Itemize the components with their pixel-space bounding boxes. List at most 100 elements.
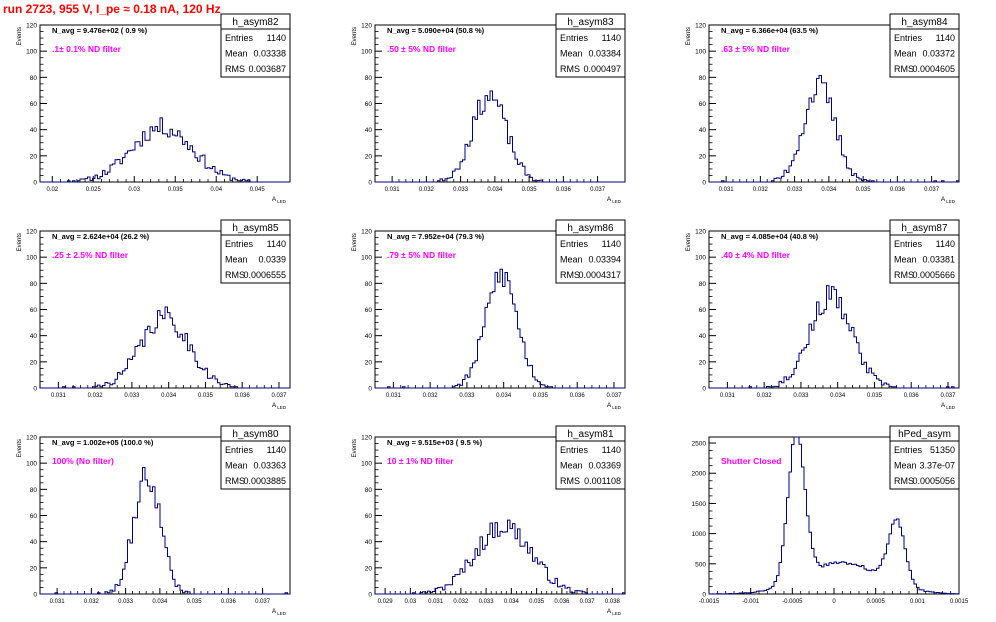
- y-tick-label: 120: [361, 23, 372, 30]
- x-tick-label: -0.0015: [699, 599, 720, 605]
- stats-box: [889, 13, 960, 78]
- stats-label: Entries: [560, 33, 589, 43]
- x-axis-title: ALED: [607, 196, 622, 204]
- x-tick-label: 0.001: [910, 599, 926, 605]
- x-tick-label: 0.036: [556, 187, 572, 193]
- x-tick-label: 0.03: [128, 187, 140, 193]
- y-tick-label: 80: [365, 487, 373, 494]
- stats-value: 0.0003885: [243, 476, 286, 486]
- stats-label: Mean: [894, 255, 917, 265]
- stats-label: Mean: [894, 49, 917, 59]
- navg-label: N_avg = 4.085e+04 (40.8 %): [721, 232, 819, 241]
- x-tick-label: 0.035: [529, 599, 545, 605]
- x-tick-label: 0.035: [187, 599, 203, 605]
- x-tick-label: 0.033: [124, 393, 140, 399]
- stats-value: 0.0339: [258, 255, 286, 265]
- stats-box: [220, 219, 291, 284]
- y-tick-label: 120: [26, 229, 37, 236]
- y-tick-label: 40: [699, 333, 707, 340]
- y-tick-label: 40: [30, 539, 38, 546]
- y-tick-label: 120: [26, 435, 37, 442]
- stats-label: RMS: [225, 64, 245, 74]
- x-axis-title: ALED: [941, 402, 956, 410]
- filter-label: .25 ± 2.5% ND filter: [52, 250, 129, 260]
- y-tick-label: 40: [365, 539, 373, 546]
- x-tick-label: 0.034: [504, 599, 520, 605]
- x-tick-label: 0.035: [522, 187, 538, 193]
- x-tick-label: 0.025: [86, 187, 102, 193]
- stats-value: 51350: [930, 445, 955, 455]
- stats-value: 0.03369: [588, 461, 621, 471]
- x-tick-label: 0.036: [235, 393, 251, 399]
- stats-value: 0.03381: [922, 255, 955, 265]
- x-tick-label: 0.032: [84, 599, 100, 605]
- stats-value: 0.03384: [588, 49, 621, 59]
- x-tick-label: 0.034: [487, 187, 503, 193]
- stats-box: [555, 425, 626, 490]
- x-tick-label: 0.037: [606, 393, 622, 399]
- x-tick-label: 0.034: [830, 393, 846, 399]
- x-tick-label: 0.035: [856, 187, 872, 193]
- filter-label: .63 ± 5% ND filter: [721, 44, 791, 54]
- y-tick-label: 60: [30, 513, 38, 520]
- stats-value: 3.37e-07: [919, 461, 955, 471]
- x-tick-label: 0.037: [255, 599, 271, 605]
- stats-label: RMS: [894, 476, 914, 486]
- x-tick-label: 0.037: [940, 393, 956, 399]
- y-tick-label: 80: [30, 75, 38, 82]
- x-tick-label: 0.033: [118, 599, 134, 605]
- y-tick-label: 0: [702, 592, 706, 599]
- x-axis-title: ALED: [272, 402, 287, 410]
- stats-value: 1140: [267, 33, 286, 43]
- y-tick-label: 20: [30, 153, 38, 160]
- x-tick-label: 0.032: [757, 393, 773, 399]
- stats-title: hPed_asym: [898, 429, 951, 440]
- histogram-line: [40, 467, 290, 595]
- x-tick-label: 0.031: [719, 187, 735, 193]
- x-tick-label: 0.031: [428, 599, 444, 605]
- stats-value: 1140: [936, 33, 955, 43]
- stats-label: Mean: [225, 255, 248, 265]
- y-tick-label: 100: [695, 49, 706, 56]
- stats-label: RMS: [225, 270, 245, 280]
- stats-title: h_asym87: [901, 223, 948, 234]
- y-tick-label: 0: [368, 386, 372, 393]
- x-axis-title: ALED: [272, 196, 287, 204]
- filter-label: .50 ± 5% ND filter: [387, 44, 457, 54]
- stats-label: RMS: [560, 270, 580, 280]
- y-tick-label: 2000: [692, 471, 707, 478]
- x-tick-label: 0.033: [793, 393, 809, 399]
- y-tick-label: 0: [33, 386, 37, 393]
- x-tick-label: 0.0015: [950, 599, 969, 605]
- navg-label: N_avg = 9.515e+03 ( 9.5 %): [387, 438, 483, 447]
- stats-title: h_asym85: [232, 223, 279, 234]
- stats-label: Mean: [894, 461, 917, 471]
- x-tick-label: 0.045: [250, 187, 266, 193]
- y-tick-label: 20: [30, 359, 38, 366]
- x-tick-label: 0.031: [51, 393, 67, 399]
- filter-label: .40 ± 4% ND filter: [721, 250, 791, 260]
- y-tick-label: 0: [368, 180, 372, 187]
- y-tick-label: 1000: [692, 531, 707, 538]
- stats-value: 1140: [267, 239, 286, 249]
- panel-h_asym84: 0 20 40 60 80 100 120 0.031 0.032 0.033 0.034 0.035…: [686, 13, 960, 204]
- y-tick-label: 100: [361, 49, 372, 56]
- histogram-line: [709, 436, 959, 595]
- x-tick-label: 0.035: [867, 393, 883, 399]
- stats-label: Mean: [225, 461, 248, 471]
- stats-box: [889, 219, 960, 284]
- stats-value: 0.03363: [253, 461, 286, 471]
- x-tick-label: 0.035: [533, 393, 549, 399]
- x-tick-label: 0.034: [152, 599, 168, 605]
- histogram-line: [375, 268, 625, 389]
- stats-label: RMS: [894, 64, 914, 74]
- stats-value: 0.0006555: [243, 270, 286, 280]
- stats-box: [555, 13, 626, 78]
- stats-value: 1140: [936, 239, 955, 249]
- x-tick-label: 0.037: [590, 187, 606, 193]
- x-tick-label: 0.036: [554, 599, 570, 605]
- stats-box: [220, 425, 291, 490]
- navg-label: N_avg = 2.624e+04 (26.2 %): [52, 232, 150, 241]
- navg-label: N_avg = 6.366e+04 (63.5 %): [721, 26, 819, 35]
- stats-label: RMS: [894, 270, 914, 280]
